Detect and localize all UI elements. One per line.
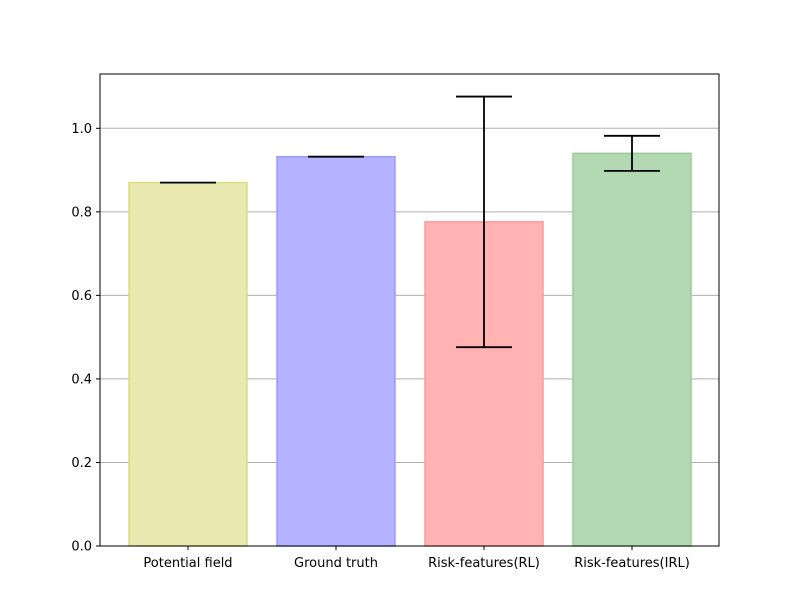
y-tick-label: 0.4	[71, 372, 92, 387]
y-tick-label: 0.2	[71, 456, 92, 471]
y-tick-label: 1.0	[71, 122, 92, 137]
x-tick-label: Potential field	[143, 556, 232, 571]
error-bars	[160, 95, 660, 349]
y-tick-label: 0.8	[71, 205, 92, 220]
y-tick-label: 0.6	[71, 289, 92, 304]
bars	[128, 152, 692, 547]
bar-ground-truth	[276, 155, 396, 547]
x-tick-label: Risk-features(RL)	[428, 556, 540, 571]
axes-frame	[99, 73, 720, 547]
x-axis-ticks: Potential field Ground truth Risk-features…	[143, 546, 690, 571]
y-tick-label: 0.0	[71, 540, 92, 555]
y-axis-ticks: 0.0 0.2 0.4 0.6 0.8 1.0	[71, 122, 100, 555]
bar-risk-features-irl	[572, 152, 692, 547]
bar-potential-field	[128, 181, 248, 547]
x-tick-label: Risk-features(IRL)	[574, 556, 690, 571]
x-tick-label: Ground truth	[294, 556, 378, 571]
